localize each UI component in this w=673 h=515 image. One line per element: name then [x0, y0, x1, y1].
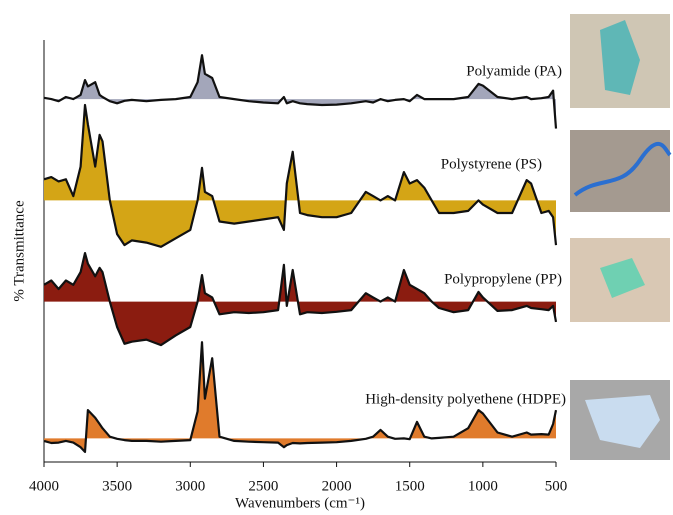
spectrum-line	[43, 103, 558, 248]
x-tick-label: 4000	[29, 478, 59, 494]
area-fill	[44, 105, 556, 247]
series-label: High-density polyethene (HDPE)	[365, 391, 566, 407]
x-tick-label: 1500	[395, 478, 425, 494]
x-tick-label: 1000	[468, 478, 498, 494]
y-axis-title: % Transmittance	[11, 200, 27, 302]
sample-photos	[570, 14, 672, 460]
series-label: Polypropylene (PP)	[444, 271, 562, 287]
spectrum-line	[43, 252, 558, 347]
photo-ps	[570, 130, 670, 212]
photo-pa-sample	[600, 20, 640, 95]
x-axis-title: Wavenumbers (cm⁻¹)	[235, 495, 365, 511]
x-tick-label: 2500	[248, 478, 278, 494]
photo-pp-sample	[600, 258, 645, 298]
spectrum-line	[43, 341, 558, 453]
series-label: Polystyrene (PS)	[441, 156, 542, 172]
x-tick-label: 3000	[175, 478, 205, 494]
photo-hdpe-sample	[585, 395, 660, 448]
x-tick-label: 3500	[102, 478, 132, 494]
photo-ps-sample	[573, 141, 672, 197]
spectrum-line	[43, 54, 558, 129]
x-tick-label: 2000	[322, 478, 352, 494]
x-tick-label: 500	[545, 478, 568, 494]
area-fill	[44, 253, 556, 346]
series-label: Polyamide (PA)	[466, 63, 562, 79]
